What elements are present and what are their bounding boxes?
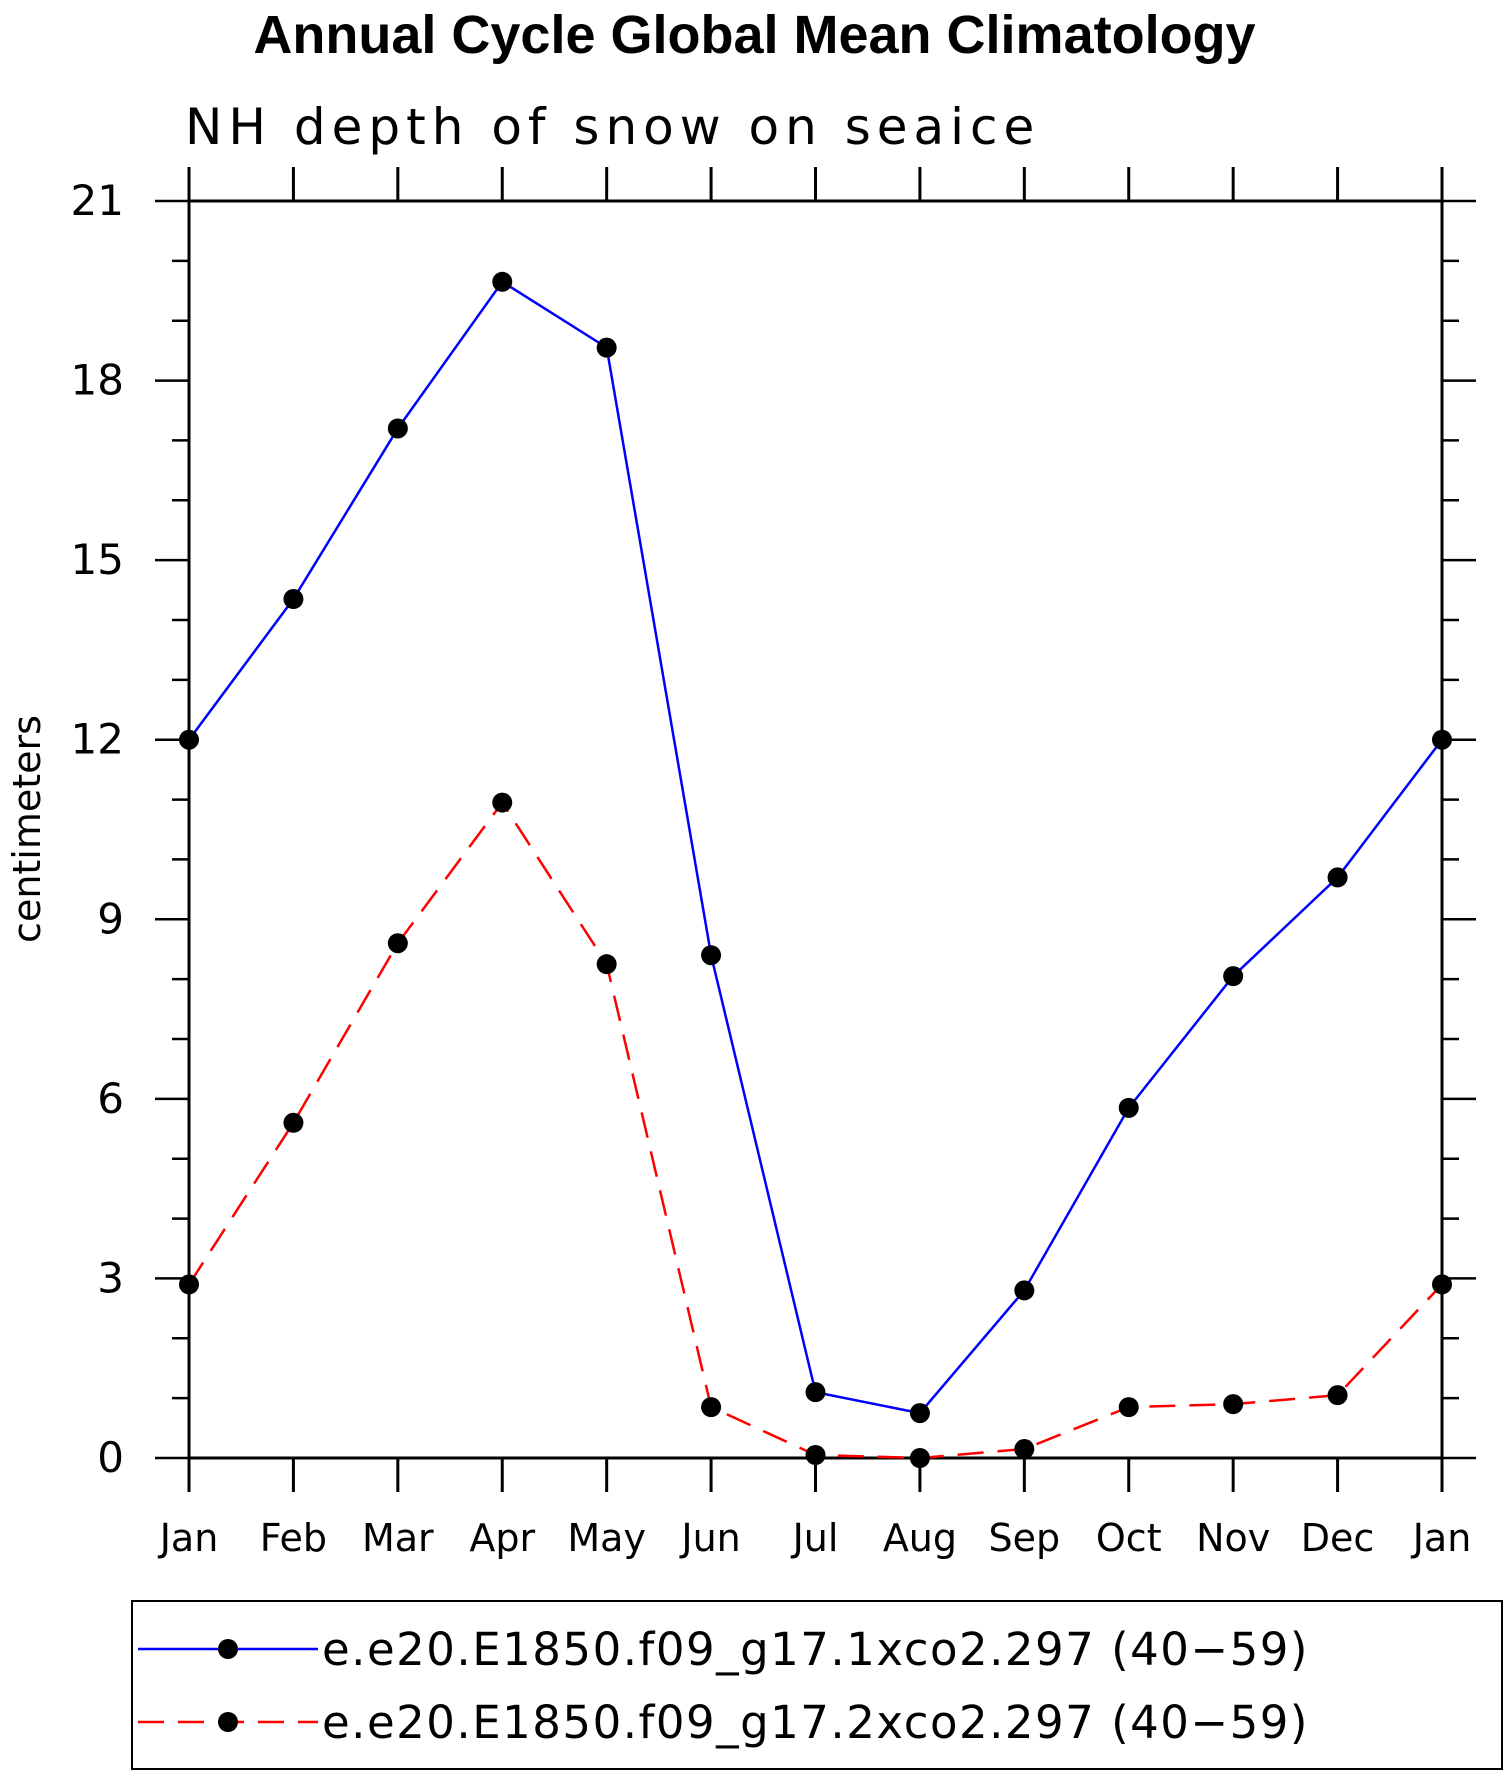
data-point-series-2 — [909, 1448, 930, 1468]
x-tick-label: Nov — [1196, 1516, 1270, 1560]
data-point-series-2 — [1223, 1394, 1244, 1415]
data-point-series-1 — [805, 1382, 826, 1403]
data-point-series-2 — [1014, 1439, 1035, 1460]
y-tick-label: 9 — [97, 894, 124, 943]
data-point-series-2 — [805, 1445, 826, 1466]
data-point-series-1 — [909, 1403, 930, 1424]
chart-subtitle: NH depth of snow on seaice — [185, 98, 1041, 156]
data-point-series-1 — [1014, 1280, 1035, 1301]
data-point-series-1 — [596, 337, 617, 358]
y-tick-label: 3 — [97, 1253, 124, 1302]
legend-marker-2 — [218, 1712, 238, 1732]
data-point-series-1 — [1223, 966, 1244, 987]
legend-label-2: e.e20.E1850.f09_g17.2xco2.297 (40−59) — [322, 1696, 1309, 1749]
y-tick-label: 6 — [97, 1074, 124, 1123]
data-point-series-2 — [701, 1397, 722, 1418]
x-axis-ticks: Jan Feb Mar Apr May Jun Jul Aug Sep Oct Nov Dec Jan — [158, 167, 1472, 1560]
x-tick-label: Oct — [1096, 1516, 1162, 1560]
data-point-series-1 — [1432, 729, 1452, 750]
data-point-series-2 — [596, 954, 617, 975]
data-point-series-1 — [179, 729, 199, 750]
data-point-series-2 — [179, 1274, 199, 1295]
data-point-series-1 — [283, 589, 304, 610]
legend-label-1: e.e20.E1850.f09_g17.1xco2.297 (40−59) — [322, 1623, 1309, 1676]
data-point-series-1 — [492, 271, 513, 292]
x-tick-label: Jun — [679, 1516, 740, 1560]
series-line-1 — [187, 280, 1443, 1415]
data-point-series-2 — [1327, 1385, 1348, 1406]
data-point-series-1 — [701, 945, 722, 966]
x-tick-label: Apr — [469, 1516, 535, 1560]
x-tick-label: Aug — [883, 1516, 957, 1560]
series-line-2 — [187, 800, 1443, 1460]
data-point-series-2 — [492, 792, 513, 813]
y-tick-label: 12 — [71, 715, 124, 764]
y-tick-label: 18 — [71, 356, 124, 405]
y-tick-label: 21 — [71, 176, 124, 225]
legend-box — [131, 1600, 1503, 1770]
x-tick-label: Jan — [158, 1516, 219, 1560]
x-tick-label: Mar — [362, 1516, 434, 1560]
series-layer — [179, 271, 1452, 1468]
x-tick-label: Sep — [989, 1516, 1061, 1560]
data-point-series-1 — [1118, 1097, 1139, 1118]
data-point-series-2 — [283, 1112, 304, 1133]
y-axis-label: centimeters — [5, 715, 49, 943]
x-tick-label: Jul — [791, 1516, 839, 1560]
legend-marker-1 — [218, 1639, 238, 1659]
data-point-series-1 — [387, 418, 408, 439]
y-tick-label: 0 — [97, 1433, 124, 1482]
data-point-series-1 — [1327, 867, 1348, 888]
data-point-series-2 — [387, 933, 408, 954]
x-tick-label: Jan — [1411, 1516, 1472, 1560]
plot-frame — [187, 199, 1444, 1460]
x-tick-label: Dec — [1301, 1516, 1375, 1560]
legend: e.e20.E1850.f09_g17.1xco2.297 (40−59) e.e… — [138, 1623, 1309, 1749]
x-tick-label: May — [567, 1516, 646, 1560]
data-point-series-2 — [1118, 1397, 1139, 1418]
chart-title: Annual Cycle Global Mean Climatology — [253, 5, 1256, 65]
x-tick-label: Feb — [260, 1516, 327, 1560]
y-tick-label: 15 — [71, 535, 124, 584]
data-point-series-2 — [1432, 1274, 1452, 1295]
y-axis-ticks: 0 3 6 9 12 15 18 21 — [71, 176, 1476, 1482]
